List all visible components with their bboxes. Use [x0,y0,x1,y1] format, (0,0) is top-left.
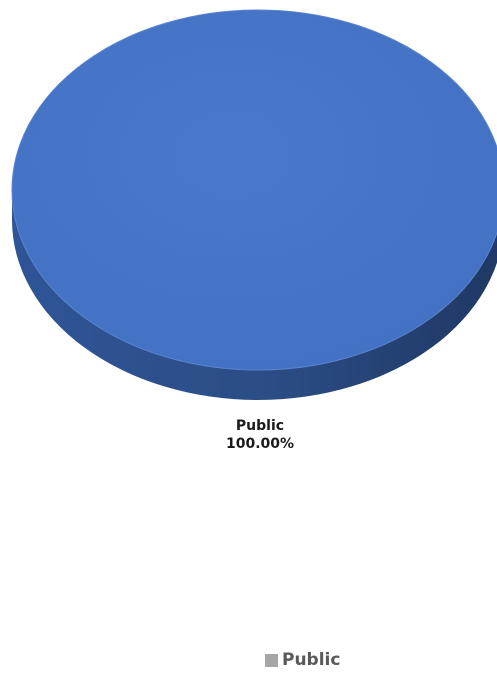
legend-swatch [265,653,278,667]
pie-slice-side-public [12,190,497,400]
legend-label-public: Public [282,650,341,670]
legend: Public [265,650,340,670]
data-label-percent: 100.00% [225,436,295,452]
pie-slice-public [11,9,497,371]
data-label-public: Public 100.00% [0,417,497,453]
data-label-category: Public [235,418,285,434]
